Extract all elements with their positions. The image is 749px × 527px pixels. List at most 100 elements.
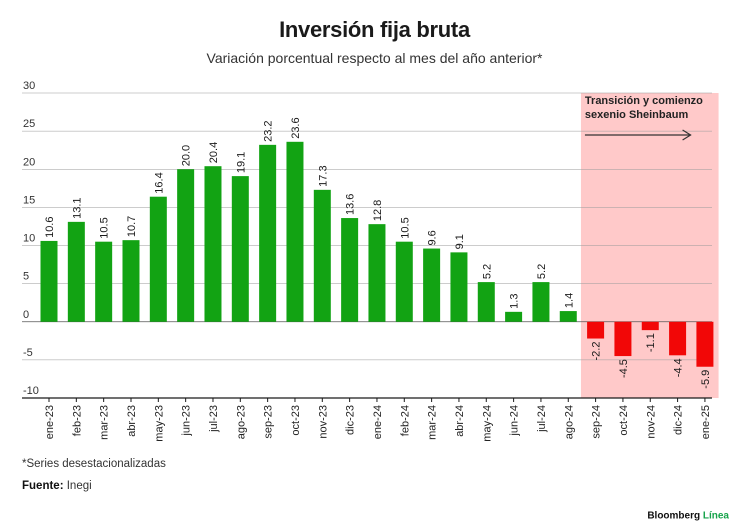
bar	[587, 321, 605, 339]
bars-layer	[40, 141, 714, 367]
x-tick-label: may-23	[153, 405, 165, 442]
y-tick-label: -5	[23, 347, 33, 359]
y-tick-label: 15	[23, 194, 35, 206]
bar	[122, 240, 140, 322]
bar	[505, 311, 523, 322]
bar	[532, 282, 550, 322]
data-label: 10.7	[126, 216, 138, 237]
bar	[641, 321, 659, 331]
data-label: 13.1	[71, 197, 83, 218]
chart-title: Inversión fija bruta	[279, 17, 470, 42]
bar	[231, 176, 249, 322]
data-label: 1.3	[509, 294, 521, 309]
data-label: -5.9	[700, 370, 712, 389]
data-label: 13.6	[345, 194, 357, 215]
bar	[423, 248, 441, 322]
bar	[149, 196, 167, 322]
data-label: 20.0	[181, 145, 193, 166]
data-label: -2.2	[591, 342, 603, 361]
data-label: 9.1	[454, 234, 466, 249]
y-tick-label: 20	[23, 156, 35, 168]
x-tick-label: ene-23	[44, 405, 56, 439]
x-tick-label: dic-24	[673, 405, 685, 435]
bar	[341, 218, 359, 322]
data-label: 17.3	[317, 165, 329, 186]
x-tick-label: ago-24	[563, 405, 575, 439]
bar	[696, 321, 714, 367]
y-tick-label: 5	[23, 271, 29, 283]
bar	[67, 221, 85, 322]
data-label: 23.6	[290, 117, 302, 138]
annotation-layer: Transición y comienzo sexenio Sheinbaum	[584, 95, 703, 141]
data-label: 10.5	[399, 217, 411, 238]
data-label: -4.4	[673, 358, 685, 377]
x-tick-label: nov-24	[645, 405, 657, 439]
x-tick-label: oct-23	[290, 405, 302, 436]
annotation-line-2: sexenio Sheinbaum	[585, 109, 689, 121]
bar	[204, 166, 222, 322]
x-tick-label: may-24	[481, 405, 493, 442]
data-label: 23.2	[263, 120, 275, 141]
bar	[313, 189, 331, 322]
data-label: 16.4	[153, 172, 165, 193]
data-label: 5.2	[536, 264, 548, 279]
bar	[614, 321, 632, 357]
bar	[477, 282, 495, 322]
x-tick-label: ene-25	[700, 405, 712, 439]
bar	[450, 252, 468, 322]
data-label: -4.5	[618, 359, 630, 378]
x-tick-label: mar-24	[427, 405, 439, 440]
data-label: 5.2	[481, 264, 493, 279]
data-label: 19.1	[235, 152, 247, 173]
bar	[259, 144, 277, 322]
y-tick-label: 0	[23, 309, 29, 321]
data-label: 10.5	[99, 217, 111, 238]
bar	[669, 321, 687, 356]
x-tick-label: ene-24	[372, 405, 384, 439]
y-tick-label: 30	[23, 80, 35, 92]
bar	[95, 241, 113, 322]
data-label: 10.6	[44, 217, 56, 238]
footnote: *Series desestacionalizadas	[22, 458, 166, 470]
annotation-line-1: Transición y comienzo	[585, 95, 703, 107]
source-line: Fuente: Inegi	[22, 480, 92, 492]
x-tick-label: jul-24	[536, 405, 548, 433]
brand-logo: Bloomberg Línea	[647, 511, 729, 522]
bar	[395, 241, 413, 322]
x-tick-label: sep-24	[591, 405, 603, 439]
brand-name: Bloomberg	[647, 510, 701, 522]
x-tick-label: abr-23	[126, 405, 138, 437]
bar	[40, 240, 58, 322]
y-tick-label: 10	[23, 233, 35, 245]
data-label: 9.6	[427, 230, 439, 245]
x-tick-label: ago-23	[235, 405, 247, 439]
bar	[177, 169, 195, 322]
y-tick-label: 25	[23, 118, 35, 130]
x-tick-label: oct-24	[618, 405, 630, 436]
data-label: 1.4	[563, 293, 575, 308]
x-tick-label: sep-23	[263, 405, 275, 439]
x-tick-label: feb-23	[71, 405, 83, 436]
brand-accent: Línea	[702, 510, 729, 522]
bar	[286, 141, 304, 322]
bar	[559, 311, 577, 322]
data-label: 20.4	[208, 142, 220, 163]
axis-layer: 30 25 20 15 10 5 0 -5 -10 ene-23 feb-23 mar-23 abr-2…	[23, 80, 712, 442]
x-tick-label: mar-23	[99, 405, 111, 440]
x-tick-label: jul-23	[208, 405, 220, 433]
chart-subtitle: Variación porcentual respecto al mes del…	[206, 50, 543, 66]
data-label: 12.8	[372, 200, 384, 221]
x-tick-label: feb-24	[399, 405, 411, 436]
bar	[368, 224, 386, 322]
x-tick-label: nov-23	[317, 405, 329, 439]
source-label: Fuente:	[22, 480, 64, 492]
source-value: Inegi	[66, 480, 92, 492]
x-tick-label: jun-24	[509, 405, 521, 437]
x-tick-label: dic-23	[345, 405, 357, 435]
y-tick-label: -10	[23, 385, 39, 397]
data-label: -1.1	[645, 333, 657, 352]
x-tick-label: jun-23	[181, 405, 193, 437]
labels-layer: 10.6 13.1 10.5 10.7 16.4 20.0 20.4 19.1 23.2 23.6…	[44, 117, 712, 388]
x-tick-label: abr-24	[454, 405, 466, 437]
